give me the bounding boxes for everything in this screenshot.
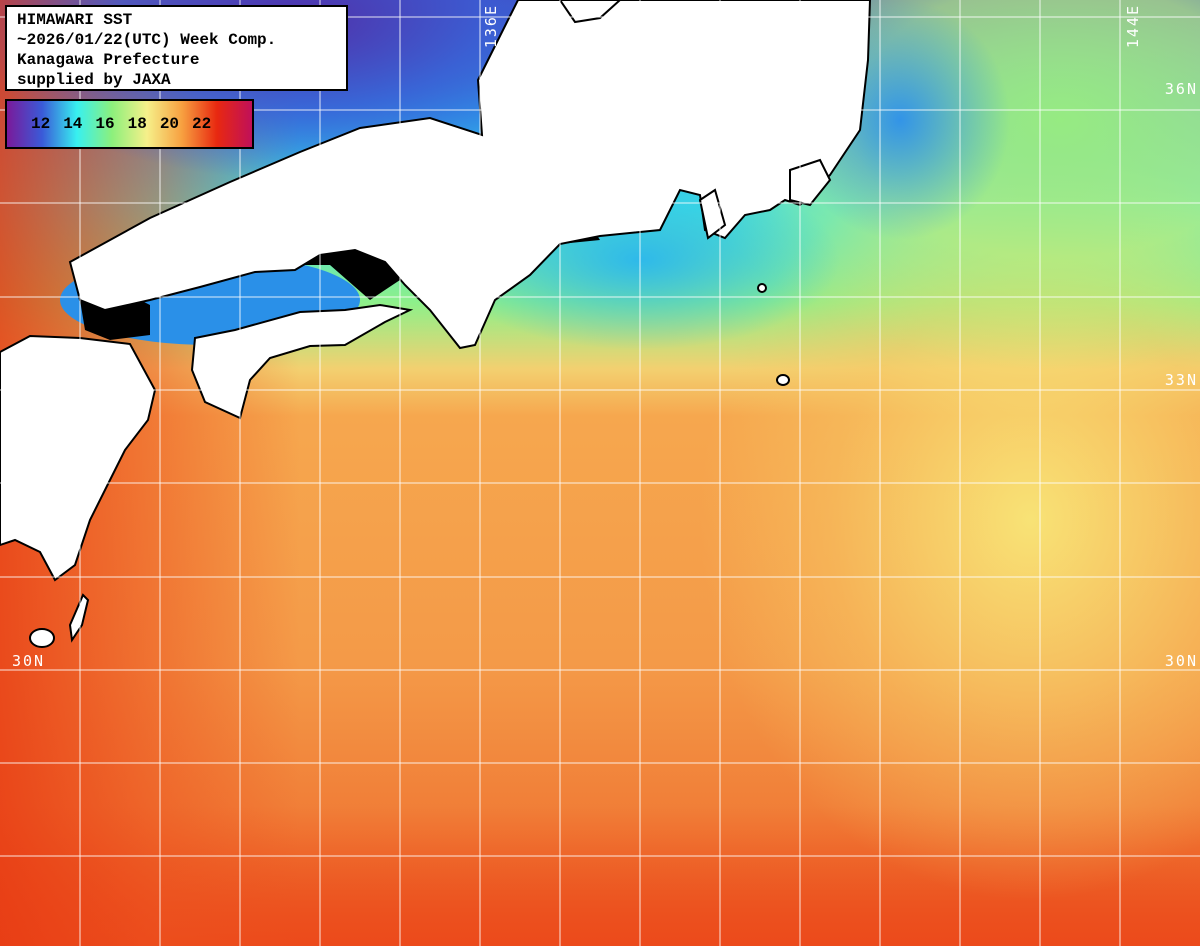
legend-tick: 16	[95, 115, 115, 133]
title-line-credit: supplied by JAXA	[17, 71, 171, 89]
yakushima-island	[29, 628, 55, 648]
color-scale-legend: 12 14 16 18 20 22	[5, 99, 254, 149]
izu-island	[776, 374, 790, 386]
title-line-product: HIMAWARI SST	[17, 11, 133, 29]
kyushu-land	[0, 334, 157, 582]
legend-tick: 14	[63, 115, 83, 133]
legend-tick: 12	[31, 115, 51, 133]
lat-label-30n-right: 30N	[1164, 652, 1198, 670]
lat-label-36n: 36N	[1164, 80, 1198, 98]
tanegashima-island	[68, 593, 90, 643]
honshu-land	[68, 0, 872, 350]
izu-peninsula	[698, 188, 727, 240]
lat-label-30n-left: 30N	[12, 652, 46, 670]
lon-label-144e: 144E	[1124, 4, 1142, 49]
lon-label-136e: 136E	[482, 4, 500, 49]
legend-tick: 18	[127, 115, 147, 133]
title-box: HIMAWARI SST ~2026/01/22(UTC) Week Comp.…	[5, 5, 348, 91]
izu-island	[757, 283, 767, 293]
legend-tick: 22	[192, 115, 212, 133]
lat-label-33n: 33N	[1164, 371, 1198, 389]
legend-tick: 20	[159, 115, 180, 133]
title-line-region: Kanagawa Prefecture	[17, 51, 200, 69]
title-line-date: ~2026/01/22(UTC) Week Comp.	[17, 31, 277, 49]
